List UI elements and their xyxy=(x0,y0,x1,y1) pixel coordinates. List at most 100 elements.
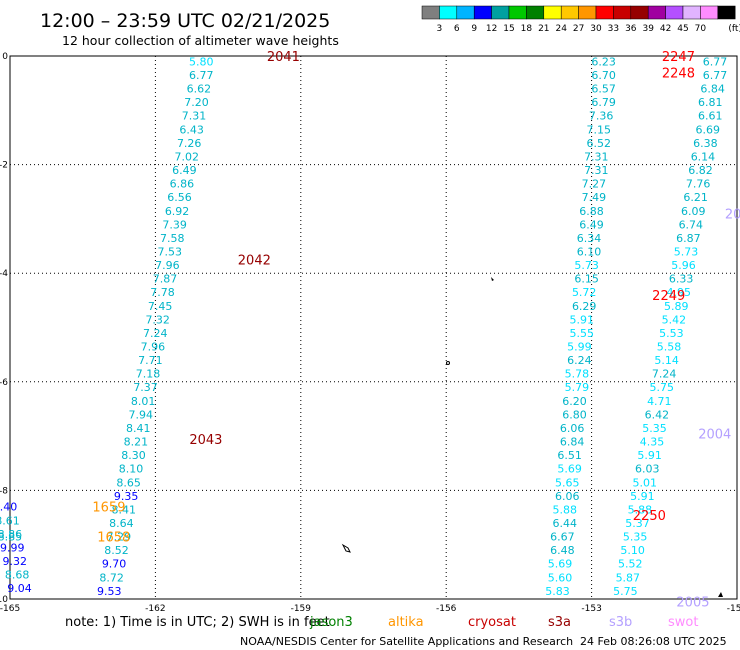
wave-height-reading: 5.10 xyxy=(620,544,645,557)
wave-height-reading: 8.68 xyxy=(5,569,30,582)
wave-height-reading: 8.85 xyxy=(0,531,22,544)
wave-height-reading: 7.31 xyxy=(584,164,609,177)
wave-height-reading: 4.71 xyxy=(647,395,672,408)
colorbar-swatch xyxy=(647,5,666,20)
wave-height-reading: 9.32 xyxy=(2,555,27,568)
x-tick-label: -162 xyxy=(145,604,165,614)
wave-height-reading: 6.57 xyxy=(591,83,616,96)
wave-height-reading: 6.15 xyxy=(574,273,599,286)
wave-height-reading: 8.64 xyxy=(109,517,134,530)
x-tick-label: -156 xyxy=(436,604,457,614)
wave-height-reading: 5.72 xyxy=(572,286,597,299)
wave-height-reading: 6.70 xyxy=(591,69,616,82)
wave-height-reading: 5.55 xyxy=(570,327,595,340)
wave-height-reading: 5.91 xyxy=(570,313,595,326)
pass-time-label: 1659 xyxy=(92,501,125,516)
wave-height-reading: 7.24 xyxy=(143,327,168,340)
satellite-legend: jason3 altika cryosat s3a s3b swot xyxy=(309,615,698,630)
wave-height-reading: 8.61 xyxy=(0,514,20,527)
wave-height-reading: 5.73 xyxy=(574,259,599,272)
wave-height-reading: 7.26 xyxy=(177,137,202,150)
island-marker xyxy=(446,361,450,365)
wave-height-reading: 6.38 xyxy=(693,137,718,150)
wave-height-reading: 5.88 xyxy=(628,503,653,516)
wave-height-reading: 5.69 xyxy=(548,558,573,571)
wave-height-reading: 7.37 xyxy=(133,381,158,394)
pass-time-label: 2042 xyxy=(238,254,271,269)
wave-height-reading: 7.58 xyxy=(160,232,185,245)
wave-height-reading: 9.70 xyxy=(102,558,127,571)
colorbar-swatch xyxy=(665,5,684,20)
wave-height-reading: 6.06 xyxy=(560,422,585,435)
wave-height-reading: 5.79 xyxy=(565,381,590,394)
x-tick-label: -165 xyxy=(0,604,20,614)
y-tick-label: -6 xyxy=(0,378,8,388)
wave-height-reading: 9.35 xyxy=(114,490,139,503)
x-tick-label: -159 xyxy=(291,604,312,614)
colorbar-tick-label: 30 xyxy=(590,24,602,34)
colorbar-swatch xyxy=(526,5,545,20)
wave-height-reading: 5.88 xyxy=(553,503,578,516)
pass-time-label: 1658 xyxy=(97,531,130,546)
colorbar-unit: (ft) xyxy=(728,24,740,34)
wave-height-reading: 4.35 xyxy=(640,436,665,449)
wave-height-reading: 8.41 xyxy=(112,503,137,516)
y-tick-label: -8 xyxy=(0,486,8,496)
wave-height-reading: 6.09 xyxy=(681,205,706,218)
wave-height-reading: 6.49 xyxy=(579,218,604,231)
colorbar-swatch xyxy=(473,5,492,20)
wave-height-reading: 8.72 xyxy=(99,571,124,584)
wave-height-reading: 6.77 xyxy=(703,55,728,68)
wave-height-reading: 6.80 xyxy=(562,408,587,421)
wave-height-reading: 6.56 xyxy=(167,191,192,204)
wave-height-reading: 7.96 xyxy=(155,259,180,272)
wave-height-reading: 6.29 xyxy=(572,300,597,313)
y-tick-label: 0 xyxy=(2,52,8,62)
wave-height-reading: 7.18 xyxy=(136,368,161,381)
colorbar-swatch xyxy=(578,5,597,20)
wave-height-reading: 5.91 xyxy=(637,449,662,462)
wave-height-reading: 7.49 xyxy=(582,191,607,204)
island-marker xyxy=(718,592,723,597)
wave-height-reading: 6.69 xyxy=(696,123,721,136)
wave-height-reading: 5.96 xyxy=(671,259,696,272)
map-frame xyxy=(9,55,738,600)
wave-height-reading: 5.52 xyxy=(618,558,643,571)
colorbar-swatch xyxy=(630,5,649,20)
x-tick-label: -153 xyxy=(581,604,601,614)
colorbar-swatch xyxy=(543,5,562,20)
wave-height-reading: 6.24 xyxy=(567,354,592,367)
wave-height-reading: 6.82 xyxy=(688,164,713,177)
x-tick-label: -150 xyxy=(727,604,740,614)
colorbar-swatch xyxy=(595,5,614,20)
wave-height-reading: 8.30 xyxy=(121,449,146,462)
colorbar-swatch xyxy=(456,5,475,20)
wave-height-readings: 5.806.776.627.207.316.437.267.026.496.86… xyxy=(0,55,727,597)
wave-height-reading: 9.40 xyxy=(0,501,17,514)
wave-height-reading: 6.52 xyxy=(586,137,611,150)
wave-height-reading: 7.94 xyxy=(128,408,153,421)
wave-height-reading: 6.44 xyxy=(553,517,578,530)
wave-height-reading: 5.14 xyxy=(654,354,679,367)
wave-height-reading: 9.04 xyxy=(7,582,32,595)
wave-height-reading: 6.61 xyxy=(698,110,723,123)
satellite-legend-entry: s3b xyxy=(609,615,632,630)
wave-height-reading: 7.32 xyxy=(145,313,170,326)
y-tick-label: -10 xyxy=(0,595,8,605)
wave-height-reading: 8.41 xyxy=(126,422,151,435)
wave-height-reading: 8.52 xyxy=(104,544,129,557)
wave-height-reading: 7.15 xyxy=(586,123,611,136)
pass-time-label: 2004 xyxy=(698,427,731,442)
wave-height-reading: 6.14 xyxy=(691,150,716,163)
pass-time-label: 2250 xyxy=(633,509,666,524)
wave-height-reading: 6.79 xyxy=(591,96,616,109)
wave-height-reading: 6.92 xyxy=(165,205,190,218)
wave-height-reading: 7.31 xyxy=(584,150,609,163)
wave-height-reading: 5.99 xyxy=(567,341,592,354)
map-grid: -165 -162 -159 -156 -153 -150 0 -2 -4 -6 -8 -10 xyxy=(0,52,740,614)
satellite-legend-entry: jason3 xyxy=(309,615,353,630)
wave-height-reading: 6.34 xyxy=(577,232,602,245)
wave-height-reading: 6.88 xyxy=(579,205,604,218)
wave-height-reading: 8.86 xyxy=(0,528,22,541)
